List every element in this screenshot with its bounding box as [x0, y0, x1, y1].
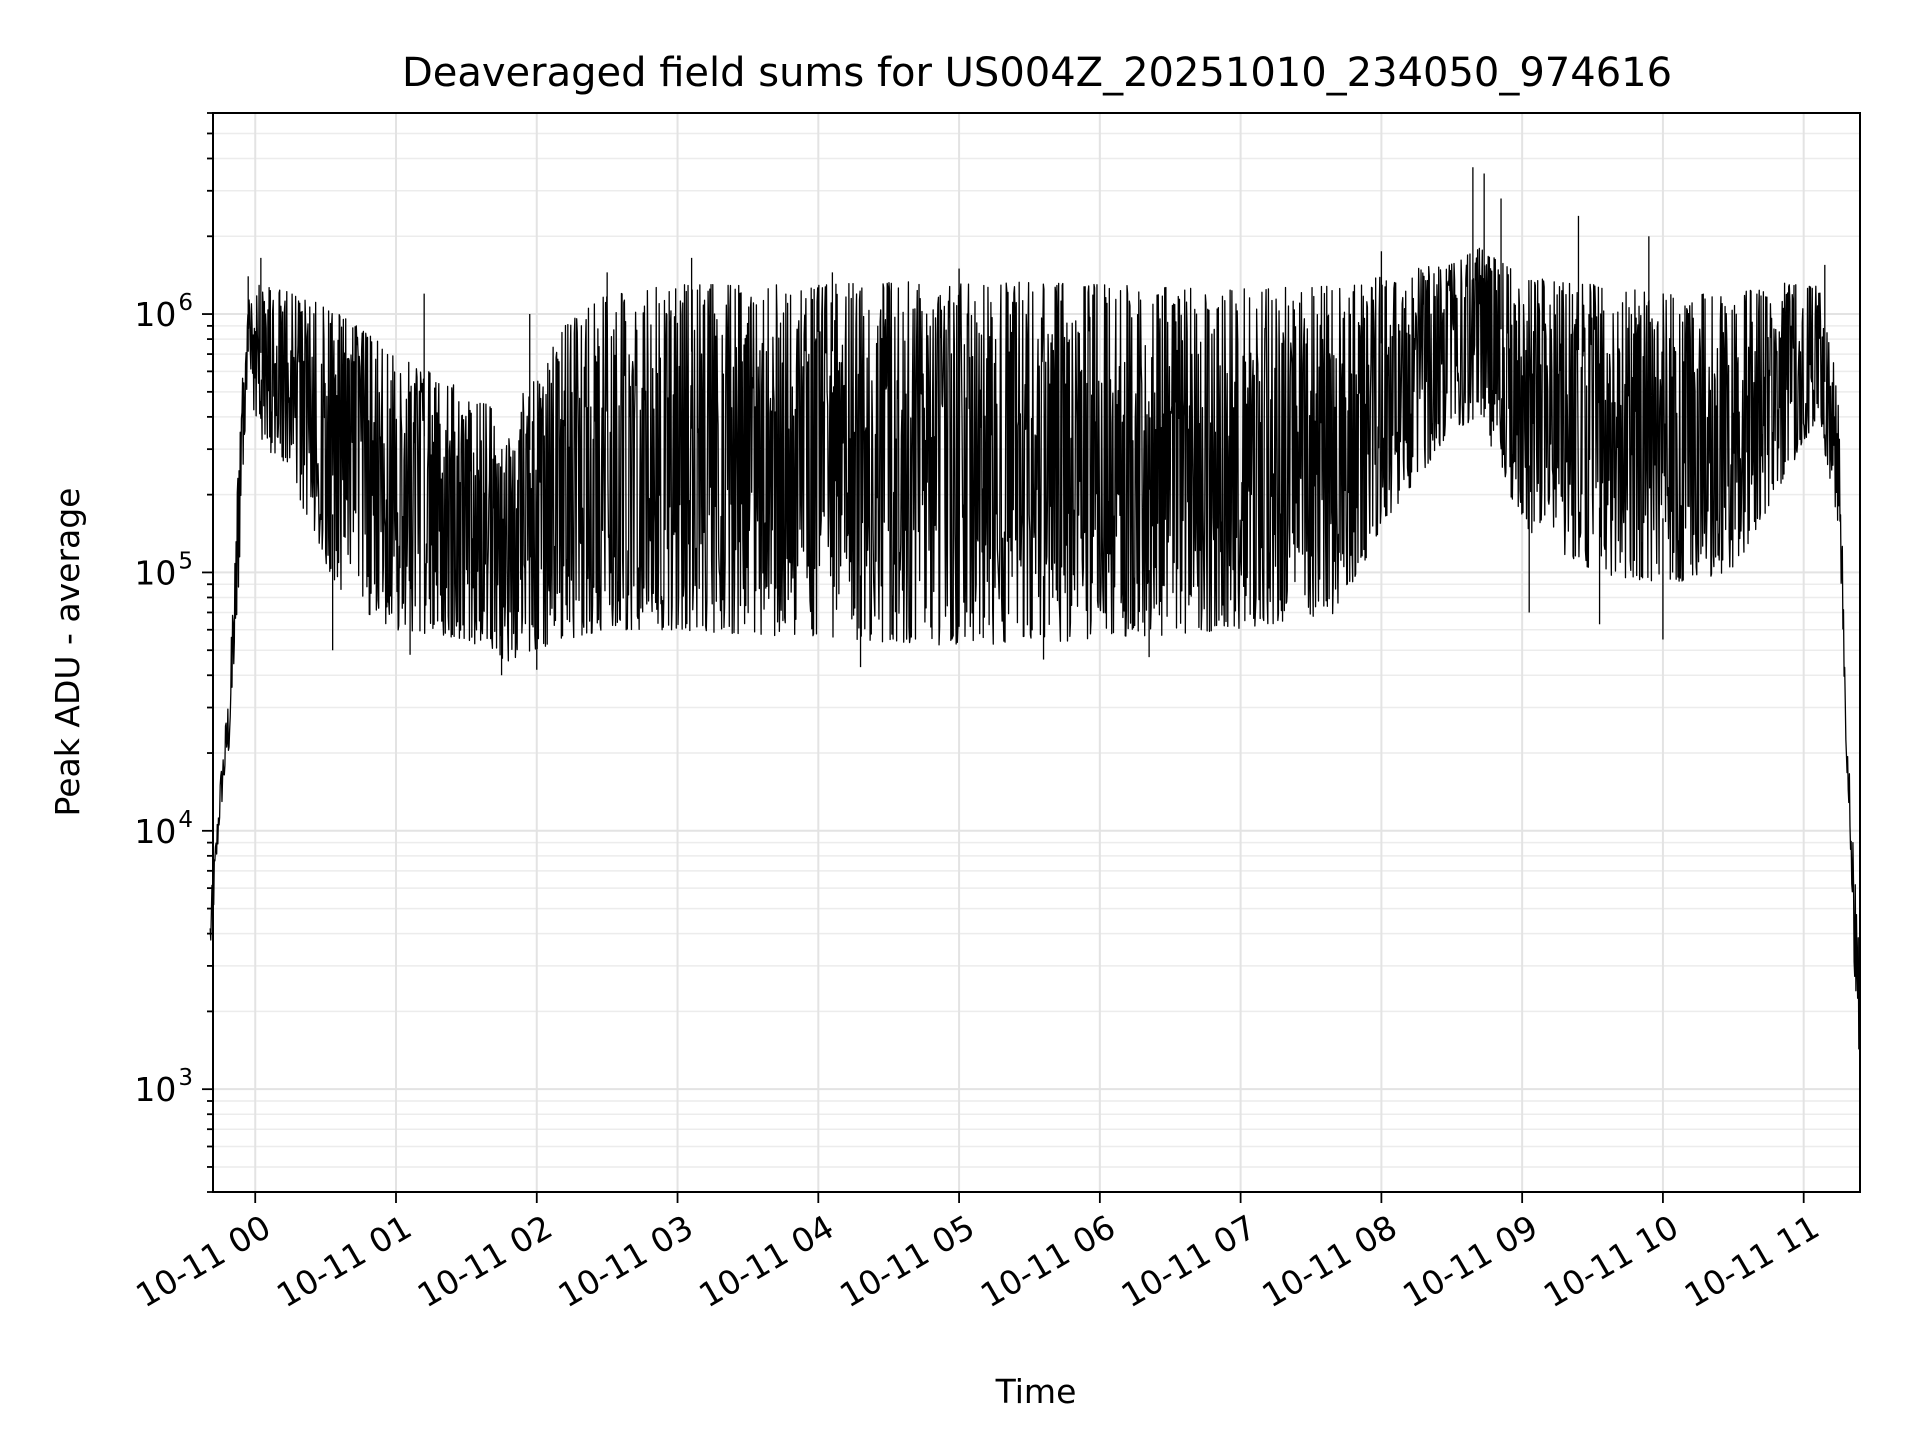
y-tick-label: 106: [134, 290, 193, 334]
y-tick-exponent: 4: [178, 807, 193, 833]
y-tick-base: 10: [134, 1070, 176, 1109]
y-tick-base: 10: [134, 553, 176, 592]
series-line: [209, 247, 1861, 1108]
chart-title: Deaveraged field sums for US004Z_2025101…: [402, 50, 1672, 96]
y-tick-label: 105: [134, 548, 193, 592]
y-tick-exponent: 3: [178, 1065, 193, 1091]
y-tick-base: 10: [134, 812, 176, 851]
y-tick-label: 104: [134, 807, 193, 851]
plot-frame: [212, 112, 1861, 1193]
x-axis-label: Time: [995, 1372, 1077, 1411]
y-tick-label: 103: [134, 1065, 193, 1109]
y-tick-base: 10: [134, 295, 176, 334]
series-layer: [209, 167, 1861, 1108]
y-tick-exponent: 6: [178, 290, 193, 316]
y-tick-exponent: 5: [178, 548, 193, 574]
y-axis-label: Peak ADU - average: [48, 488, 87, 817]
